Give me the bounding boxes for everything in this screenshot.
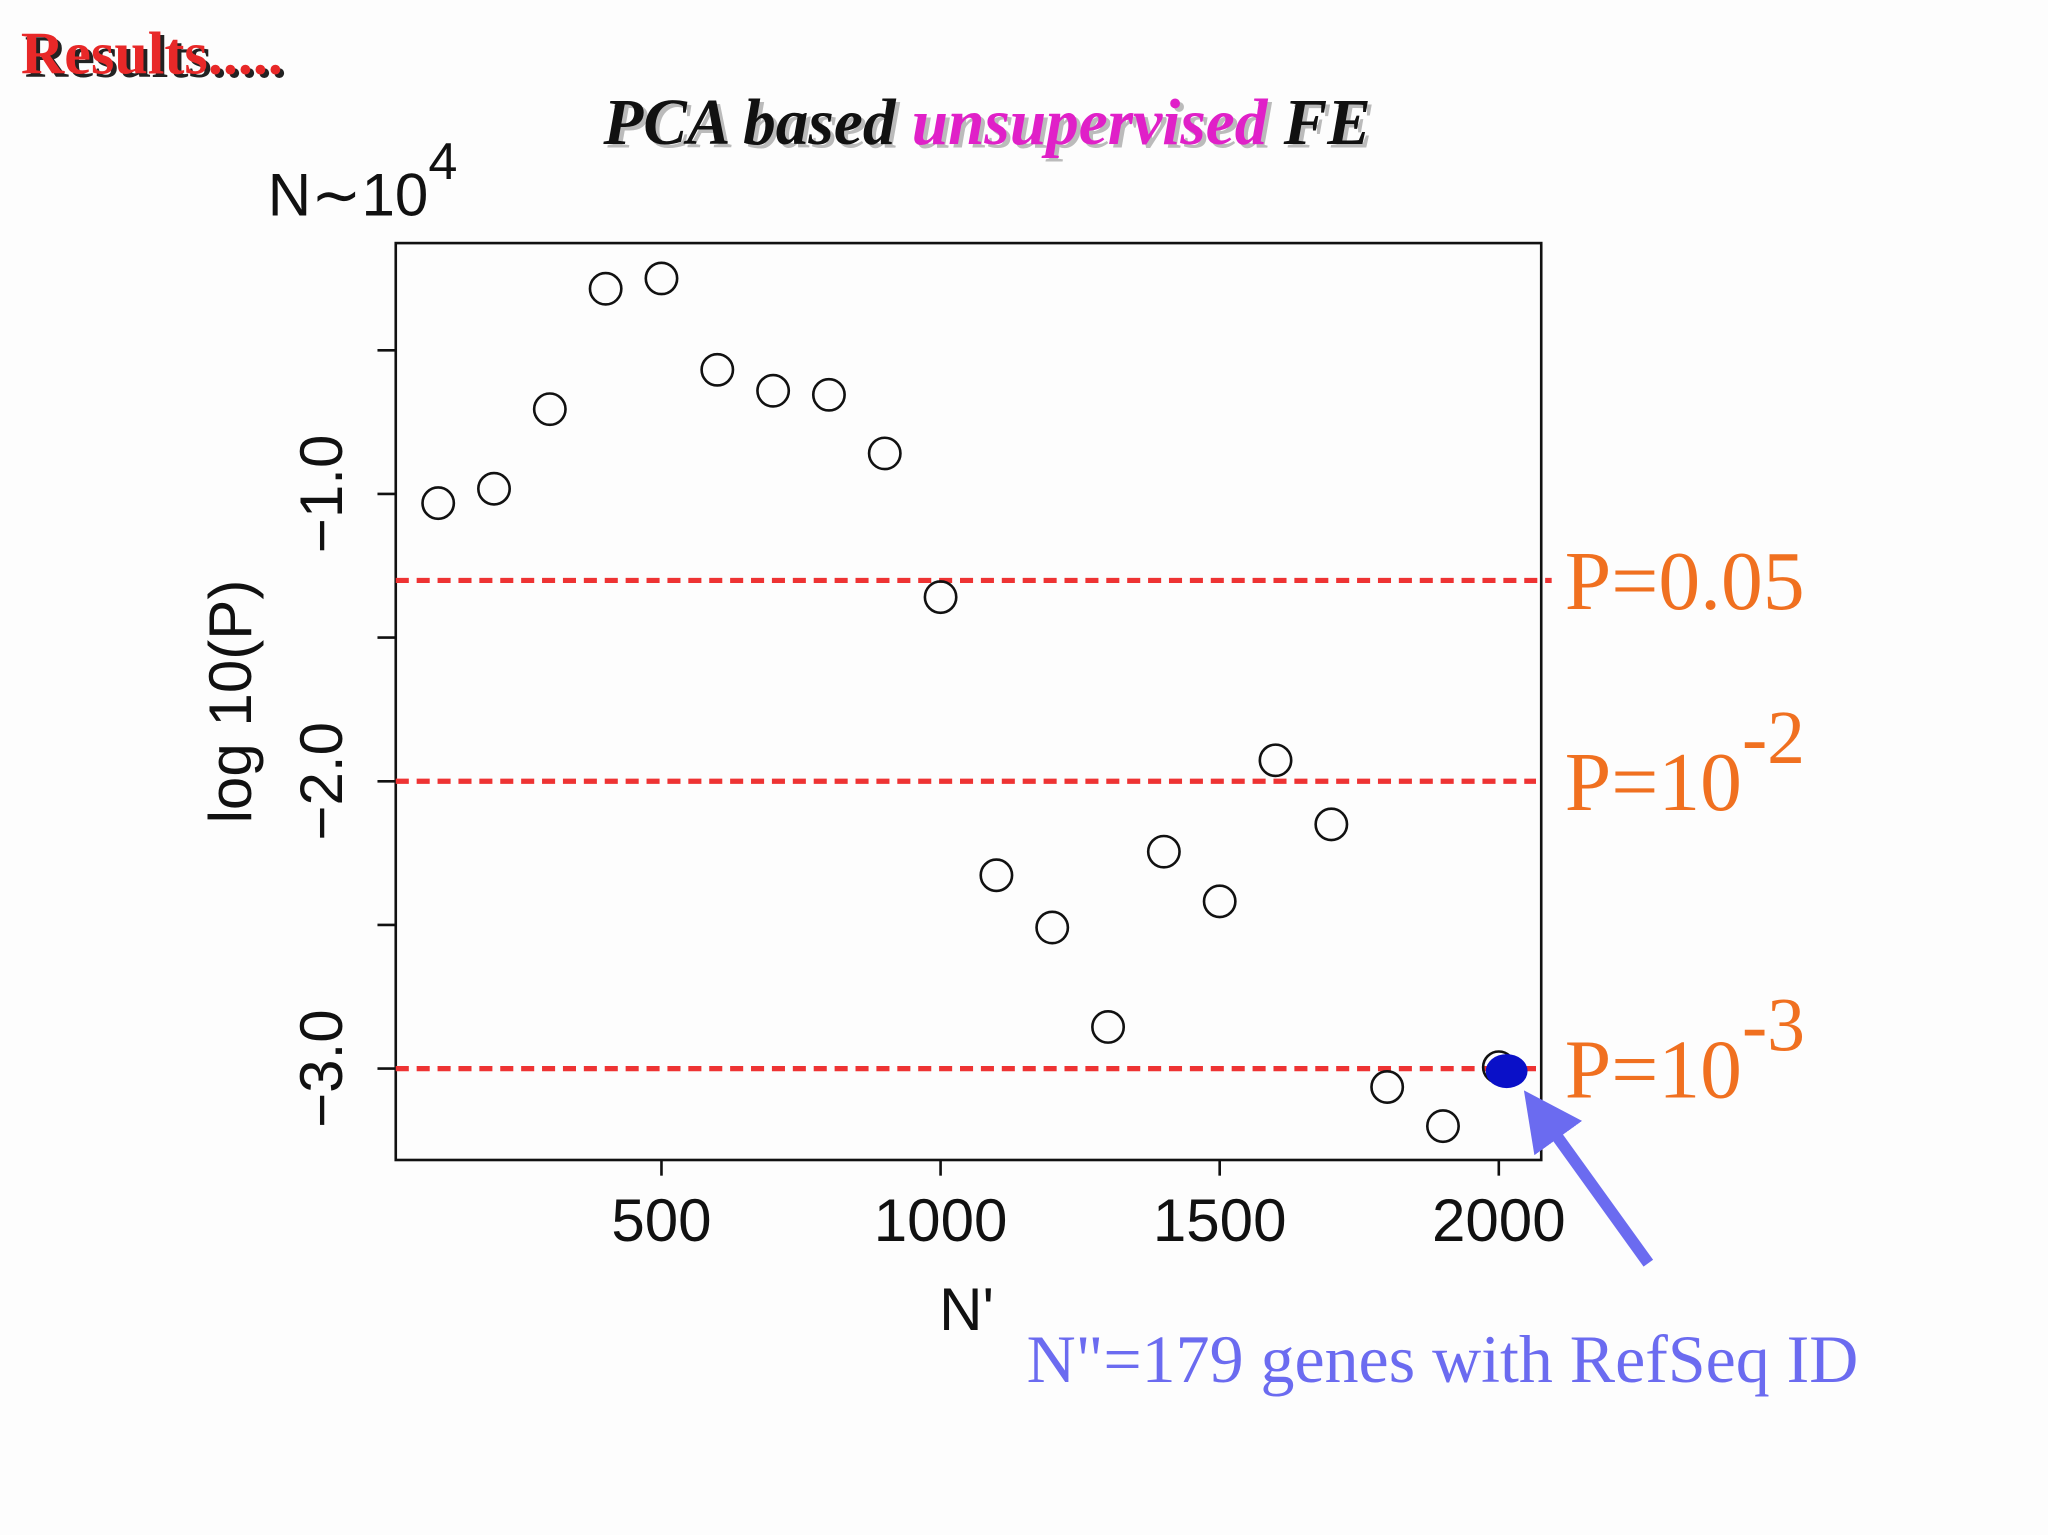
x-tick-label: 1500 <box>1153 1187 1287 1254</box>
data-point <box>1091 1009 1126 1044</box>
data-point <box>756 373 791 408</box>
title-part: PCA based <box>602 87 911 159</box>
data-point <box>421 486 456 521</box>
y-tick-label: −2.0 <box>288 722 355 841</box>
y-tick-label: −1.0 <box>288 435 355 554</box>
plot-frame <box>394 241 1543 1162</box>
data-point <box>1258 743 1293 778</box>
title-part: FE <box>1267 87 1370 159</box>
data-point <box>979 858 1014 893</box>
x-tick-label: 500 <box>611 1187 711 1254</box>
y-tick-label: −3.0 <box>288 1009 355 1128</box>
reference-label: P=10-2 <box>1565 696 1805 829</box>
data-point <box>1425 1109 1460 1144</box>
y-axis-label: log 10(P) <box>197 580 264 824</box>
reference-label-text: P=10 <box>1565 1024 1742 1116</box>
data-point <box>1146 834 1181 869</box>
data-point <box>1314 807 1349 842</box>
data-point <box>1202 884 1237 919</box>
highlighted-point <box>1485 1054 1528 1089</box>
reference-label-text: P=10 <box>1565 737 1742 829</box>
data-point <box>477 471 511 506</box>
reference-label-text: P=0.05 <box>1565 536 1805 628</box>
header: Results..... <box>21 19 283 86</box>
header-shadow: Results..... <box>25 23 287 90</box>
data-point <box>700 352 735 387</box>
subtitle-exponent: 4 <box>428 133 457 191</box>
subtitle: N∼104 <box>268 133 458 229</box>
data-point <box>811 377 846 412</box>
annotation: N"=179 genes with RefSeq ID <box>1027 1321 1859 1397</box>
reference-label-exponent: -2 <box>1742 696 1805 780</box>
data-point <box>532 392 567 427</box>
reference-label: P=0.05 <box>1565 536 1805 628</box>
title-shadow: PCA based unsupervised FE <box>606 91 1374 163</box>
data-point <box>867 436 902 471</box>
title-part: unsupervised <box>912 87 1269 159</box>
title-part: PCA based <box>606 91 915 163</box>
x-tick-label: 1000 <box>874 1187 1008 1254</box>
data-point <box>1035 910 1070 945</box>
data-point <box>923 580 958 615</box>
chart-title: PCA based unsupervised FE <box>602 87 1370 159</box>
x-tick-label: 2000 <box>1432 1187 1566 1254</box>
x-axis-label: N' <box>939 1276 994 1343</box>
annotation-arrow <box>1523 1090 1654 1267</box>
title-part: FE <box>1271 91 1374 163</box>
data-point <box>1370 1070 1405 1104</box>
subtitle-text: N∼10 <box>268 162 429 229</box>
reference-label-exponent: -3 <box>1742 983 1805 1067</box>
data-point <box>644 261 679 296</box>
data-point <box>588 271 623 306</box>
title-part: unsupervised <box>916 91 1273 163</box>
reference-label: P=10-3 <box>1565 983 1805 1116</box>
